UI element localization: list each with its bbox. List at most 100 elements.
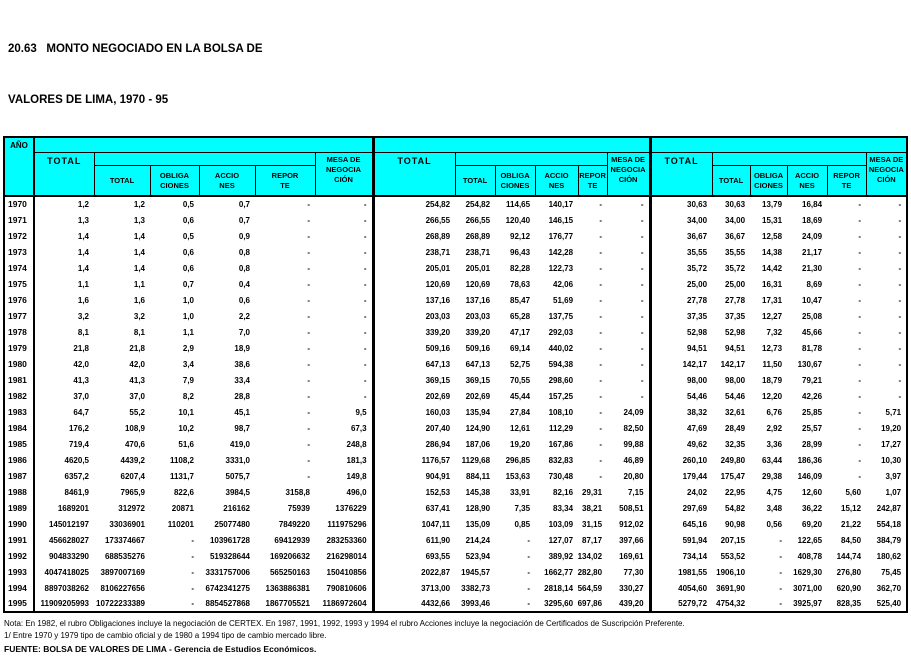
year-cell: 1982 bbox=[4, 387, 35, 404]
value-cell: - bbox=[898, 215, 902, 225]
value-cell: 553,52 bbox=[720, 551, 746, 561]
value-cell: 176,77 bbox=[548, 231, 574, 241]
value-cell: 3071,00 bbox=[793, 583, 823, 593]
value-cell: 266,55 bbox=[465, 215, 491, 225]
value-cell: 296,85 bbox=[505, 455, 531, 465]
page-title: 20.63 MONTO NEGOCIADO EN LA BOLSA DE VAL… bbox=[8, 6, 911, 127]
year-cell: 1995 bbox=[4, 595, 35, 612]
value-cell: - bbox=[858, 407, 862, 417]
value-cell: 84,50 bbox=[841, 535, 862, 545]
value-cell: 1131,7 bbox=[169, 471, 194, 481]
value-cell: 7,0 bbox=[238, 327, 250, 337]
table-row: 1973 1,4 1,4 0,6 0,8- -238,71 238,71 96,43 142,2… bbox=[4, 243, 907, 260]
value-cell: - bbox=[527, 551, 531, 561]
value-cell: - bbox=[858, 327, 862, 337]
value-cell: - bbox=[898, 391, 902, 401]
value-cell: - bbox=[315, 243, 375, 260]
value-cell: 10,47 bbox=[802, 295, 823, 305]
value-cell: 130,67 bbox=[797, 359, 823, 369]
value-cell: 54,82 bbox=[725, 503, 746, 513]
value-cell: 214,24 bbox=[465, 535, 491, 545]
value-cell: 688535276 bbox=[104, 551, 145, 561]
value-cell: 160,03 bbox=[425, 407, 451, 417]
value-cell: 1689201 bbox=[57, 503, 89, 513]
value-cell: 137,16 bbox=[425, 295, 451, 305]
value-cell: 203,03 bbox=[425, 311, 451, 321]
value-cell: 1,1 bbox=[77, 279, 89, 289]
value-cell: 3382,73 bbox=[461, 583, 491, 593]
value-cell: 2022,87 bbox=[421, 567, 451, 577]
value-cell: 8,69 bbox=[806, 279, 823, 289]
value-cell: 140,17 bbox=[548, 199, 574, 209]
value-cell: 719,4 bbox=[68, 439, 89, 449]
value-cell: 734,14 bbox=[682, 551, 708, 561]
value-cell: 124,90 bbox=[465, 423, 491, 433]
value-cell: 1,4 bbox=[77, 231, 89, 241]
year-cell: 1988 bbox=[4, 483, 35, 500]
value-cell: - bbox=[898, 263, 902, 273]
value-cell: 28,49 bbox=[725, 423, 746, 433]
value-cell: 94,51 bbox=[687, 343, 708, 353]
value-cell: 35,72 bbox=[687, 263, 708, 273]
value-cell: 47,69 bbox=[687, 423, 708, 433]
year-cell: 1992 bbox=[4, 547, 35, 564]
value-cell: - bbox=[307, 215, 310, 225]
value-cell: 591,94 bbox=[682, 535, 708, 545]
value-cell: 12,61 bbox=[510, 423, 531, 433]
value-cell: 298,60 bbox=[548, 375, 574, 385]
group-3-obligaciones-header: OBLIGA CIONES bbox=[749, 165, 788, 197]
table-row: 1990 145012197 33036901 110201 25077480 78492… bbox=[4, 515, 907, 532]
value-cell: - bbox=[191, 583, 194, 593]
year-cell: 1991 bbox=[4, 531, 35, 548]
value-cell: 248,8 bbox=[315, 435, 375, 452]
value-cell: 207,40 bbox=[425, 423, 451, 433]
value-cell: 339,20 bbox=[465, 327, 491, 337]
value-cell: 3,48 bbox=[766, 503, 783, 513]
value-cell: - bbox=[307, 263, 310, 273]
value-cell: 33,4 bbox=[234, 375, 250, 385]
value-cell: - bbox=[307, 343, 310, 353]
value-cell: 312972 bbox=[118, 503, 145, 513]
value-cell: 238,71 bbox=[465, 247, 491, 257]
value-cell: 32,35 bbox=[725, 439, 746, 449]
value-cell: - bbox=[607, 275, 652, 292]
value-cell: 87,17 bbox=[582, 535, 603, 545]
table-row: 1988 8461,9 7965,9 822,6 3984,5 3158,8 496,0 15… bbox=[4, 483, 907, 500]
table-row: 1986 4620,5 4439,2 1108,2 3331,0-181,3 1176,5… bbox=[4, 451, 907, 468]
value-cell: 27,78 bbox=[687, 295, 708, 305]
value-cell: 3691,90 bbox=[716, 583, 746, 593]
value-cell: 282,80 bbox=[577, 567, 603, 577]
value-cell: 6357,2 bbox=[64, 471, 89, 481]
value-cell: 137,75 bbox=[548, 311, 574, 321]
value-cell: - bbox=[307, 391, 310, 401]
value-cell: 3993,46 bbox=[461, 598, 491, 608]
value-cell: 41,3 bbox=[73, 375, 89, 385]
value-cell: 2,9 bbox=[182, 343, 194, 353]
value-cell: - bbox=[858, 375, 862, 385]
year-cell: 1984 bbox=[4, 419, 35, 436]
value-cell: - bbox=[898, 311, 902, 321]
year-cell: 1980 bbox=[4, 355, 35, 372]
value-cell: 31,15 bbox=[582, 519, 603, 529]
value-cell: 55,2 bbox=[129, 407, 145, 417]
value-cell: 5,71 bbox=[885, 407, 902, 417]
value-cell: 620,90 bbox=[836, 583, 862, 593]
value-cell: - bbox=[599, 263, 603, 273]
group-2-reporte-header: REPOR TE bbox=[577, 165, 608, 197]
value-cell: 18,69 bbox=[802, 215, 823, 225]
value-cell: 205,01 bbox=[425, 263, 451, 273]
table-row: 1977 3,2 3,2 1,0 2,2- -203,03 203,03 65,28 137,7… bbox=[4, 307, 907, 324]
value-cell: - bbox=[307, 423, 310, 433]
value-cell: 330,27 bbox=[607, 579, 652, 596]
value-cell: 4439,2 bbox=[120, 455, 145, 465]
value-cell: 238,71 bbox=[425, 247, 451, 257]
value-cell: 730,48 bbox=[548, 471, 574, 481]
value-cell: 75,45 bbox=[881, 567, 902, 577]
value-cell: - bbox=[898, 327, 902, 337]
value-cell: 21,8 bbox=[73, 343, 89, 353]
table-row: 1974 1,4 1,4 0,6 0,8- -205,01 205,01 82,28 122,7… bbox=[4, 259, 907, 276]
value-cell: 17,31 bbox=[762, 295, 783, 305]
table-row: 1982 37,0 37,0 8,2 28,8- -202,69 202,69 45,44 15… bbox=[4, 387, 907, 404]
value-cell: - bbox=[599, 247, 603, 257]
value-cell: 1,4 bbox=[133, 247, 145, 257]
